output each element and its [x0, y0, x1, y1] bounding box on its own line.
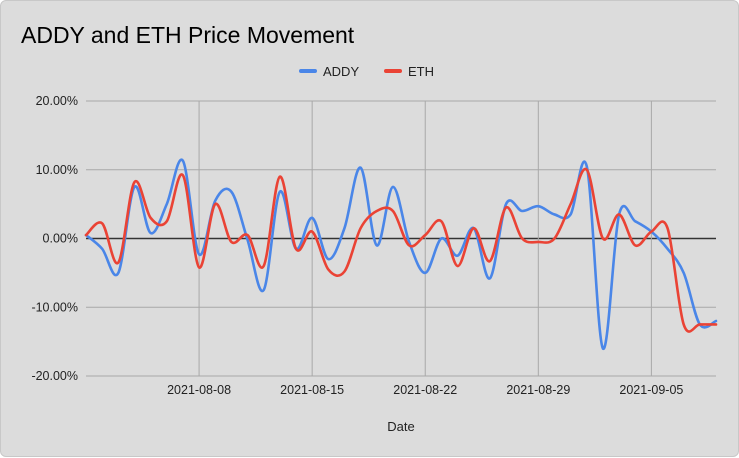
y-axis-ticks: 20.00% 10.00% 0.00% -10.00% -20.00%: [31, 94, 78, 383]
y-tick-label: 10.00%: [36, 163, 78, 177]
legend-label-eth: ETH: [408, 64, 434, 79]
series-addy: [86, 160, 716, 349]
x-tick-label: 2021-08-29: [506, 383, 570, 397]
x-tick-label: 2021-08-08: [167, 383, 231, 397]
x-axis-ticks: 2021-08-08 2021-08-15 2021-08-22 2021-08-29…: [167, 383, 683, 397]
y-tick-label: -10.00%: [31, 300, 78, 314]
y-tick-label: 20.00%: [36, 94, 78, 108]
x-tick-label: 2021-08-22: [393, 383, 457, 397]
y-tick-label: -20.00%: [31, 369, 78, 383]
legend: ADDY ETH: [301, 64, 434, 79]
gridlines: [86, 101, 716, 376]
x-tick-label: 2021-09-05: [619, 383, 683, 397]
line-addy: [86, 160, 716, 349]
y-tick-label: 0.00%: [43, 232, 78, 246]
legend-label-addy: ADDY: [323, 64, 359, 79]
chart-title: ADDY and ETH Price Movement: [21, 22, 355, 48]
series-lines: [86, 160, 716, 349]
x-tick-label: 2021-08-15: [280, 383, 344, 397]
x-axis-title: Date: [387, 419, 414, 434]
